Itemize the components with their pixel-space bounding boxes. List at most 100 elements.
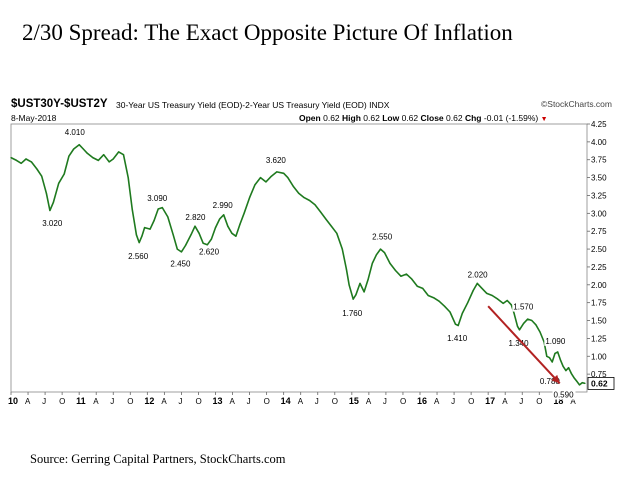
spread-data-point	[303, 197, 305, 199]
spread-data-point	[516, 325, 519, 327]
spread-data-point	[138, 242, 140, 244]
chart-exchange: INDX	[369, 100, 390, 110]
annotation-label: 2.560	[128, 252, 149, 261]
spread-data-point	[223, 214, 225, 216]
spread-data-point	[68, 155, 70, 157]
spread-data-point	[25, 158, 27, 160]
spread-data-point	[443, 305, 446, 307]
spread-data-point	[63, 173, 65, 175]
spread-data-point	[486, 292, 488, 294]
spread-data-point	[480, 287, 482, 289]
spread-data-point	[45, 192, 48, 194]
annotation-bg	[544, 335, 568, 346]
spread-data-point	[491, 294, 493, 297]
annotation-label: 0.780	[540, 377, 561, 386]
x-tick-label: 14	[281, 396, 291, 406]
spread-data-point	[568, 367, 570, 369]
x-tick-label: A	[570, 397, 576, 406]
spread-data-point	[506, 299, 508, 302]
spread-data-point	[30, 161, 32, 163]
x-tick-label: 17	[485, 396, 495, 406]
spread-data-point	[546, 355, 548, 357]
annotation-label: 3.090	[147, 194, 168, 203]
spread-data-point	[359, 282, 361, 284]
spread-data-point	[400, 275, 402, 277]
annotation-label: 1.090	[545, 337, 566, 346]
y-tick-label: 2.25	[591, 263, 607, 272]
spread-data-point	[348, 284, 350, 286]
x-tick-label: O	[127, 397, 133, 406]
annotation-bg	[211, 200, 235, 211]
spread-data-point	[161, 207, 163, 209]
spread-data-point	[389, 262, 391, 264]
chart-date: 8-May-2018	[11, 113, 57, 123]
spread-data-point	[58, 182, 60, 184]
spread-data-point	[141, 235, 143, 237]
spread-data-point	[198, 232, 200, 234]
annotation-label: 1.570	[513, 303, 534, 312]
x-tick-label: J	[247, 397, 251, 406]
spread-data-point	[82, 148, 84, 150]
low-value: 0.62	[401, 113, 419, 123]
spread-data-point	[249, 197, 251, 199]
annotation-bg	[538, 375, 562, 386]
spread-data-point	[502, 302, 504, 304]
annotation-label: 2.820	[185, 213, 206, 222]
spread-data-point	[411, 278, 413, 280]
annotation-bg	[507, 337, 531, 348]
x-tick-label: 12	[144, 396, 154, 406]
spread-data-point	[363, 291, 365, 293]
spread-data-point	[379, 248, 382, 250]
x-tick-label: 10	[8, 396, 18, 406]
annotation-label: 0.590	[554, 391, 575, 400]
x-tick-label: 11	[76, 396, 86, 406]
spread-data-point	[367, 278, 369, 280]
x-tick-label: O	[400, 397, 406, 406]
spread-data-point	[581, 382, 583, 384]
annotation-bg	[341, 307, 365, 318]
annotation-label: 2.550	[372, 232, 393, 241]
x-tick-label: A	[25, 397, 31, 406]
annotation-label: 1.410	[447, 334, 468, 343]
spread-data-point	[476, 282, 478, 284]
spread-data-point	[454, 323, 456, 325]
spread-data-point	[510, 304, 512, 306]
spread-data-point	[52, 202, 54, 204]
spread-data-point	[531, 319, 533, 322]
x-tick-label: A	[366, 397, 372, 406]
spread-data-point	[345, 268, 347, 270]
spread-data-point	[535, 324, 537, 326]
chart-description-text: 30-Year US Treasury Yield (EOD)-2-Year U…	[116, 100, 367, 110]
spread-data-point	[513, 312, 515, 314]
annotation-label: 1.340	[509, 339, 530, 348]
y-tick-label: 2.50	[591, 245, 607, 254]
x-tick-label: J	[315, 397, 319, 406]
spread-data-point	[184, 244, 187, 247]
spread-data-point	[467, 302, 469, 304]
spread-data-point	[554, 352, 556, 354]
x-tick-label: A	[298, 397, 304, 406]
spread-data-point	[433, 297, 435, 299]
x-tick-label: O	[264, 397, 270, 406]
chart-svg: 4.25 4.00 3.75 3.50 3.25 3.00 2.75 2.50 2.25 2.00…	[8, 120, 615, 406]
spread-data-point	[153, 219, 155, 222]
spread-data-point	[276, 171, 278, 173]
spread-data-point	[194, 225, 196, 227]
spread-data-point	[449, 311, 451, 313]
spread-data-point	[298, 192, 300, 194]
annotation-label: 1.760	[342, 309, 363, 318]
y-tick-label: 4.25	[591, 120, 607, 129]
annotation-bg	[198, 246, 222, 257]
close-label: Close	[420, 113, 444, 123]
spread-data-point	[219, 218, 221, 220]
spread-data-point	[10, 157, 12, 159]
spread-data-point	[405, 273, 407, 275]
annotation-bg	[371, 231, 395, 242]
spread-data-point	[118, 151, 120, 153]
y-tick-label: 2.75	[591, 227, 607, 236]
annotation-bg	[512, 301, 536, 312]
spread-data-point	[227, 225, 229, 227]
spread-data-point	[254, 184, 256, 186]
annotation-bg	[169, 258, 193, 269]
spread-data-point	[97, 159, 99, 161]
